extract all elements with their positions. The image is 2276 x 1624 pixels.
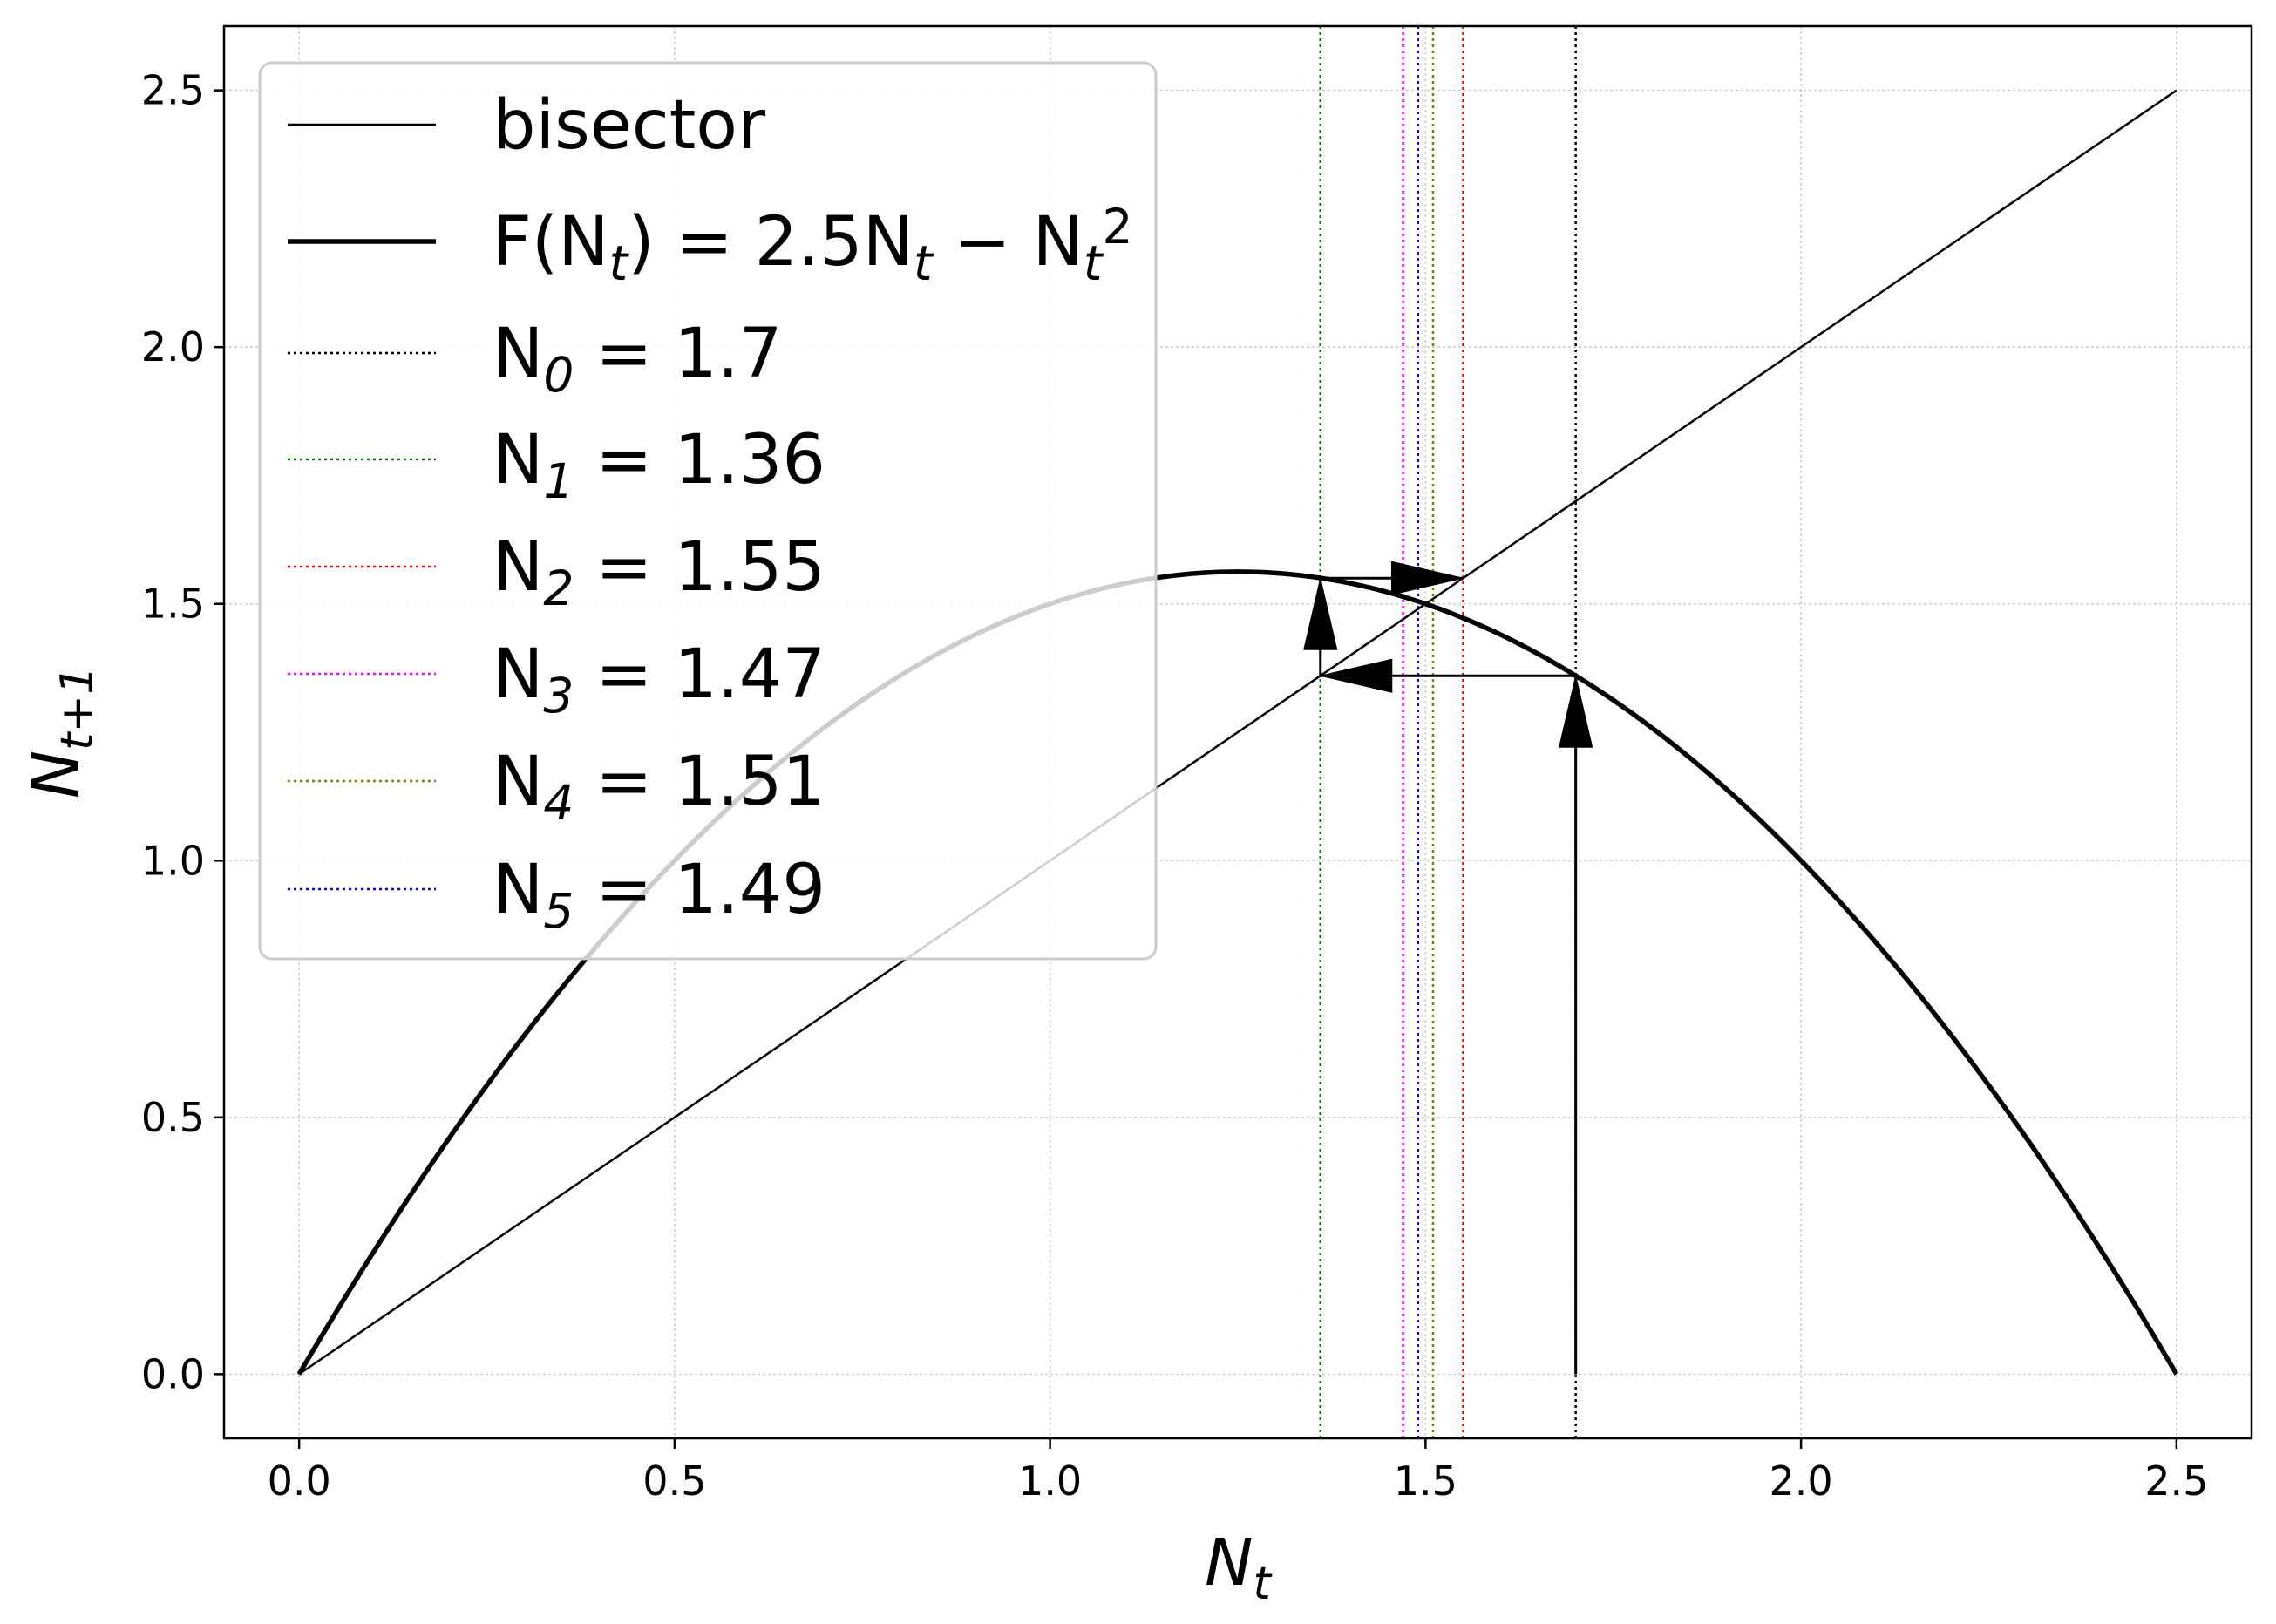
cobweb-arrowhead-3 <box>1390 561 1464 595</box>
legend-iterate-label-2: N2 = 1.55 <box>493 528 825 616</box>
legend-iterate-label-4: N4 = 1.51 <box>493 743 825 831</box>
legend-iterate-label-1: N1 = 1.36 <box>493 421 825 509</box>
cobweb-arrowhead-0 <box>1559 676 1593 748</box>
legend-iterate-label-0: N0 = 1.7 <box>493 315 782 403</box>
legend-iterate-label-3: N3 = 1.47 <box>493 635 825 724</box>
y-tick-label-2: 1.0 <box>141 837 205 884</box>
x-tick-label-0: 0.0 <box>268 1458 331 1505</box>
legend-iterate-label-5: N5 = 1.49 <box>493 851 825 939</box>
plot-frame <box>222 24 2253 1440</box>
y-tick-label-3: 1.5 <box>141 581 205 628</box>
cobweb-arrowhead-2 <box>1303 578 1338 650</box>
x-axis-label: Nt <box>1205 1525 1272 1610</box>
y-tick-label-5: 2.5 <box>141 67 205 114</box>
x-tick-label-1: 0.5 <box>642 1458 706 1505</box>
y-tick-label-4: 2.0 <box>141 323 205 370</box>
x-axis: 0.0 0.5 1.0 1.5 2.0 2.5 <box>268 1438 2208 1505</box>
cobweb-arrowhead-1 <box>1320 658 1393 693</box>
legend-frame <box>258 61 1158 961</box>
y-axis: 0.0 0.5 1.0 1.5 2.0 2.5 <box>141 67 224 1397</box>
bisector-line <box>298 89 2177 1376</box>
x-tick-label-4: 2.0 <box>1770 1458 1833 1505</box>
legend-function-label: F(Nt) = 2.5Nt − Nt2 <box>493 199 1132 290</box>
x-tick-label-3: 1.5 <box>1394 1458 1457 1505</box>
y-tick-label-1: 0.5 <box>141 1094 205 1141</box>
x-tick-label-5: 2.5 <box>2144 1458 2208 1505</box>
y-axis-label: Nt+1 <box>19 666 104 798</box>
legend-bisector-label: bisector <box>493 86 766 165</box>
y-tick-label-0: 0.0 <box>141 1350 205 1397</box>
x-tick-label-2: 1.0 <box>1018 1458 1082 1505</box>
legend: bisector F(Nt) = 2.5Nt − Nt2 N0 = 1.7 N1 = … <box>258 61 1158 961</box>
